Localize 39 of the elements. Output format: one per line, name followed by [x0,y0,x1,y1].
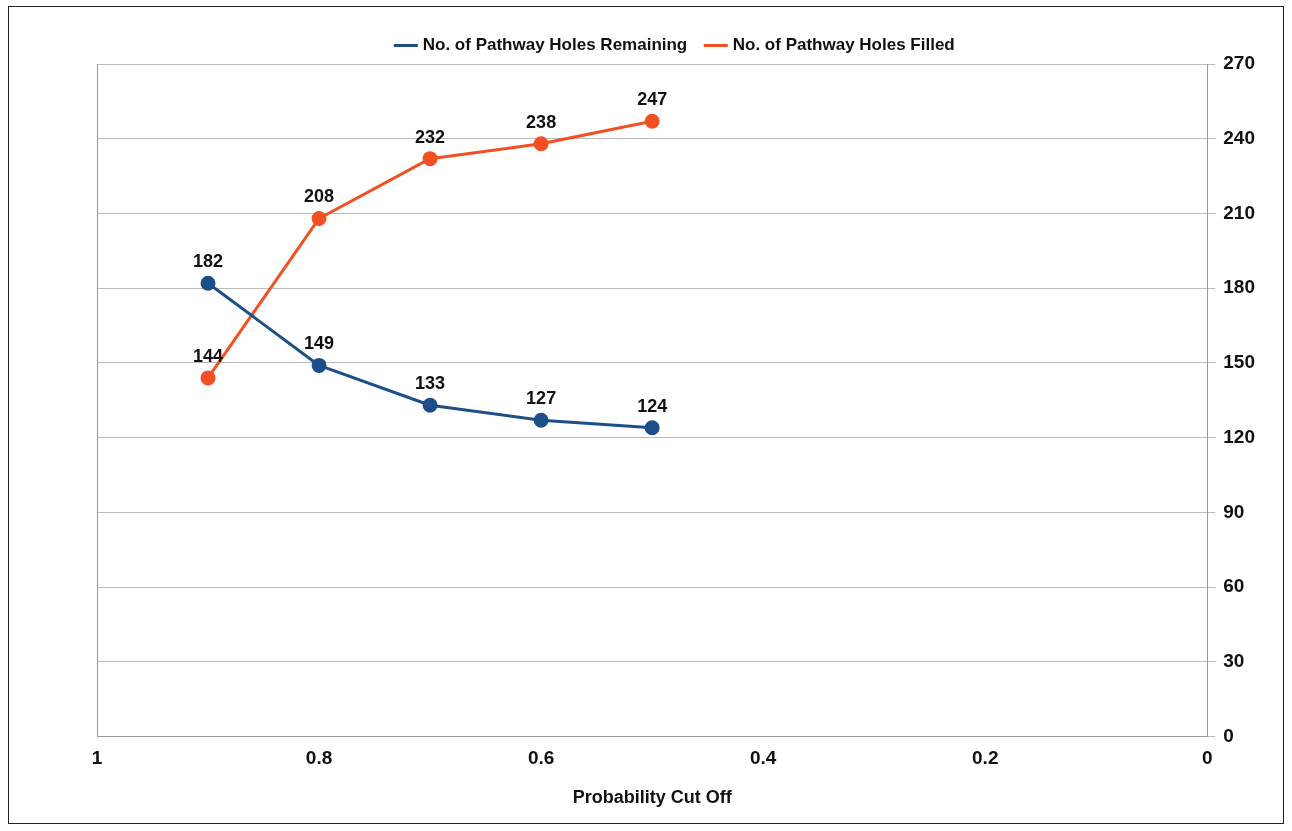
y-tick-label: 270 [1223,52,1255,74]
point [200,370,216,386]
legend-label: No. of Pathway Holes Remaining [422,35,688,55]
point [200,275,216,291]
x-axis-title: Probability Cut Off [572,787,733,808]
y-tick-label: 210 [1223,201,1255,223]
data-label: 208 [304,186,335,207]
point [311,210,327,226]
data-label: 247 [637,89,668,110]
legend-label: No. of Pathway Holes Filled [732,35,955,55]
point [644,420,660,436]
y-tick-label: 180 [1223,276,1255,298]
data-label: 232 [415,126,446,147]
data-label: 182 [193,251,224,272]
y-tick-label: 90 [1223,500,1245,522]
point [311,357,327,373]
point [644,113,660,129]
y-tick-label: 150 [1223,351,1255,373]
x-tick-label: 0.2 [972,747,999,769]
point [422,397,438,413]
data-label: 144 [193,345,224,366]
y-tick-label: 240 [1223,126,1255,148]
point [533,412,549,428]
point [422,151,438,167]
data-label: 238 [526,111,557,132]
data-label: 124 [637,395,668,416]
y-tick-label: 120 [1223,425,1255,447]
x-tick-label: 0.6 [527,747,555,769]
x-tick-label: 0.8 [305,747,333,769]
x-tick-label: 0 [1202,747,1213,769]
data-label: 127 [526,388,557,409]
data-label: 149 [304,333,335,354]
data-label: 133 [415,373,446,394]
point [533,136,549,152]
y-tick-label: 60 [1223,575,1245,597]
x-tick-label: 0.4 [749,747,777,769]
y-tick-label: 30 [1223,650,1245,672]
y-tick-label: 0 [1223,724,1234,746]
x-tick-label: 1 [91,747,103,769]
